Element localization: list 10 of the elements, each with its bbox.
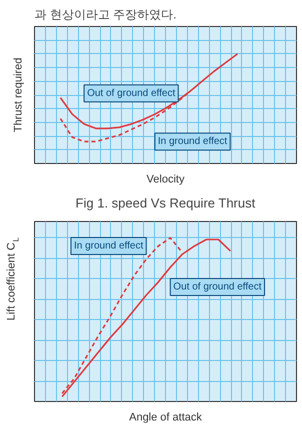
series-label: Out of ground effect <box>87 88 176 99</box>
caption: Fig 1. speed Vs Require Thrust <box>76 196 256 210</box>
x-axis-title: Velocity <box>146 174 185 186</box>
series-label: In ground effect <box>158 136 228 148</box>
series-label: Out of ground effect <box>173 281 262 292</box>
y-axis-title: Thrust required <box>12 58 24 132</box>
x-axis-title: Angle of attack <box>129 412 202 424</box>
text: 과 현상이라고 주장하였다. <box>34 8 177 22</box>
y-axis-title: Lift coefficient CL <box>6 236 20 321</box>
series-label: In ground effect <box>74 240 144 252</box>
